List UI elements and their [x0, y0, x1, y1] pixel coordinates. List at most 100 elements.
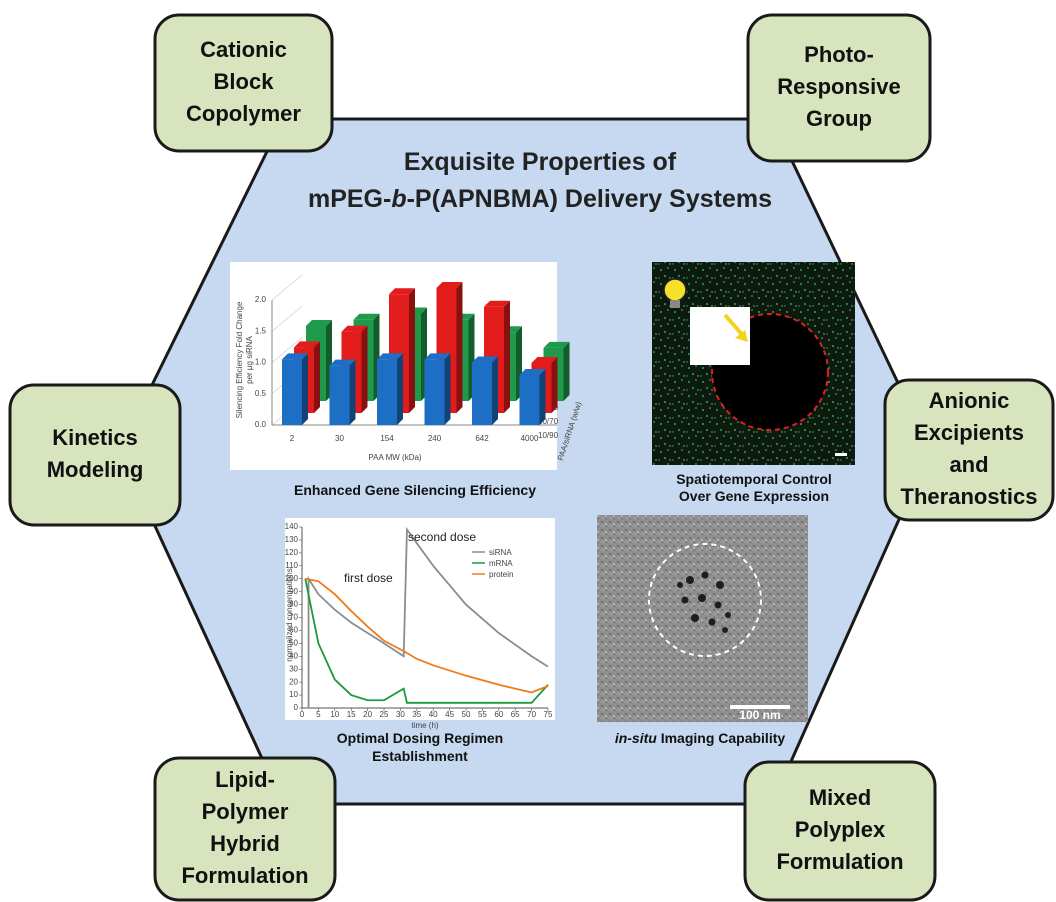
caption: Optimal Dosing Regimen [337, 730, 503, 746]
bar-side [314, 341, 320, 413]
title-part: -P(APNBMA) Delivery Systems [407, 185, 772, 213]
y-tick-label: 130 [285, 535, 299, 544]
x-tick-label: 642 [475, 434, 489, 443]
bar-side [445, 353, 451, 425]
box-label: Polyplex [795, 817, 886, 842]
y-label: Silencing Efficiency Fold Change [235, 301, 244, 418]
bar-front [425, 359, 445, 425]
x-tick-label: 60 [494, 710, 503, 719]
x-tick-label: 35 [412, 710, 421, 719]
bar [330, 360, 356, 425]
bar-side [540, 369, 546, 425]
bar [377, 353, 403, 425]
bar-front [330, 366, 350, 425]
y-tick-label: 30 [289, 664, 298, 673]
box-label: Cationic [200, 37, 287, 62]
bar-front [282, 359, 302, 425]
box-label: Formulation [776, 849, 903, 874]
x-tick-label: 30 [335, 434, 344, 443]
box-label: Anionic [929, 388, 1010, 413]
caption: in-situ Imaging Capability [615, 730, 786, 746]
y-label: per μg siRNA [245, 335, 254, 383]
bar-side [350, 360, 356, 425]
title-part: mPEG- [308, 185, 391, 213]
y-tick-label: 0 [294, 703, 299, 712]
bulb-base [670, 300, 680, 308]
figure: Exquisite Properties of mPEG-b-P(APNBMA)… [0, 0, 1056, 902]
box-label: Copolymer [186, 101, 301, 126]
caption-part: in-situ [615, 730, 657, 746]
x-tick-label: 5 [316, 710, 321, 719]
caption: Enhanced Gene Silencing Efficiency [294, 482, 536, 498]
x-label: time (h) [411, 721, 438, 730]
bulb [664, 279, 686, 301]
x-tick-label: 2 [290, 434, 295, 443]
box-label: Formulation [181, 863, 308, 888]
legend-label: siRNA [489, 548, 512, 557]
bar-side [504, 301, 510, 413]
y-tick-label: 120 [285, 548, 299, 557]
box-label: Modeling [47, 457, 144, 482]
x-tick-label: 50 [462, 710, 471, 719]
box-label: Block [214, 69, 275, 94]
x-tick-label: 240 [428, 434, 442, 443]
caption: Over Gene Expression [679, 488, 829, 504]
bar-front [520, 375, 540, 425]
caption-part: Imaging Capability [657, 730, 786, 746]
x-tick-label: 154 [380, 434, 394, 443]
bar-side [457, 282, 463, 413]
y-tick-label: 140 [285, 522, 299, 531]
y-tick-label: 2.0 [255, 295, 267, 304]
box-label: Photo- [804, 42, 874, 67]
x-tick-label: 0 [300, 710, 305, 719]
legend-label: protein [489, 570, 513, 579]
y-tick-label: 1.0 [255, 358, 267, 367]
bar-side [564, 342, 570, 401]
bar-side [397, 353, 403, 425]
annotation: second dose [408, 530, 476, 544]
scale-label: 100 nm [739, 708, 780, 722]
x-tick-label: 65 [511, 710, 520, 719]
bar-front [377, 359, 397, 425]
y-tick-label: 1.5 [255, 326, 267, 335]
x-tick-label: 4000 [521, 434, 539, 443]
x-tick-label: 40 [429, 710, 438, 719]
caption: Spatiotemporal Control [676, 471, 832, 487]
bar-side [409, 288, 415, 413]
box-label: Excipients [914, 420, 1024, 445]
title-line1: Exquisite Properties of [404, 148, 677, 176]
y-tick-label: 0.0 [255, 420, 267, 429]
x-tick-label: 25 [380, 710, 389, 719]
bar [425, 353, 451, 425]
bar-side [552, 357, 558, 413]
bar-side [492, 357, 498, 426]
bar-side [302, 353, 308, 425]
tem-panel [597, 515, 808, 722]
box-label: Mixed [809, 785, 871, 810]
y-tick-label: 0.5 [255, 389, 267, 398]
x-tick-label: 15 [347, 710, 356, 719]
legend-label: 10/90 [538, 431, 559, 440]
legend-label: mRNA [489, 559, 513, 568]
caption: Establishment [372, 748, 468, 764]
box-label: and [949, 452, 988, 477]
bar [282, 353, 308, 425]
annotation: first dose [344, 571, 393, 585]
x-label: PAA MW (kDa) [368, 453, 422, 462]
x-tick-label: 30 [396, 710, 405, 719]
y-label: normalized concentrations [285, 568, 294, 661]
title-part: b [391, 185, 406, 213]
y-tick-label: 20 [289, 677, 298, 686]
y-tick-label: 10 [289, 690, 298, 699]
bar [472, 357, 498, 426]
title-line2: mPEG-b-P(APNBMA) Delivery Systems [308, 185, 772, 213]
x-tick-label: 10 [330, 710, 339, 719]
box-label: Kinetics [52, 425, 138, 450]
feature-box [10, 385, 180, 525]
bar-front [472, 363, 492, 426]
box-label: Hybrid [210, 831, 280, 856]
scale-bar [835, 453, 847, 456]
x-tick-label: 70 [527, 710, 536, 719]
x-tick-label: 45 [445, 710, 454, 719]
x-tick-label: 75 [544, 710, 553, 719]
